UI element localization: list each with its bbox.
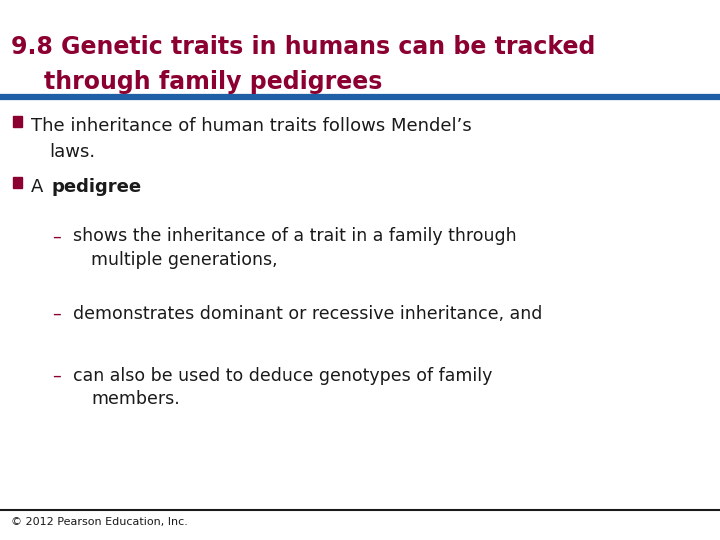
Text: 9.8 Genetic traits in humans can be tracked: 9.8 Genetic traits in humans can be trac… [11, 35, 595, 59]
Text: pedigree: pedigree [51, 178, 141, 196]
Text: The inheritance of human traits follows Mendel’s: The inheritance of human traits follows … [31, 117, 472, 135]
Text: © 2012 Pearson Education, Inc.: © 2012 Pearson Education, Inc. [11, 517, 188, 528]
Text: –: – [52, 227, 60, 245]
Text: can also be used to deduce genotypes of family: can also be used to deduce genotypes of … [73, 367, 492, 385]
Text: through family pedigrees: through family pedigrees [11, 70, 382, 94]
Text: multiple generations,: multiple generations, [91, 251, 278, 268]
Text: demonstrates dominant or recessive inheritance, and: demonstrates dominant or recessive inher… [73, 305, 543, 323]
Text: laws.: laws. [49, 143, 95, 160]
Text: A: A [31, 178, 49, 196]
Text: –: – [52, 305, 60, 323]
Text: –: – [52, 367, 60, 385]
Text: shows the inheritance of a trait in a family through: shows the inheritance of a trait in a fa… [73, 227, 517, 245]
Text: members.: members. [91, 390, 180, 408]
